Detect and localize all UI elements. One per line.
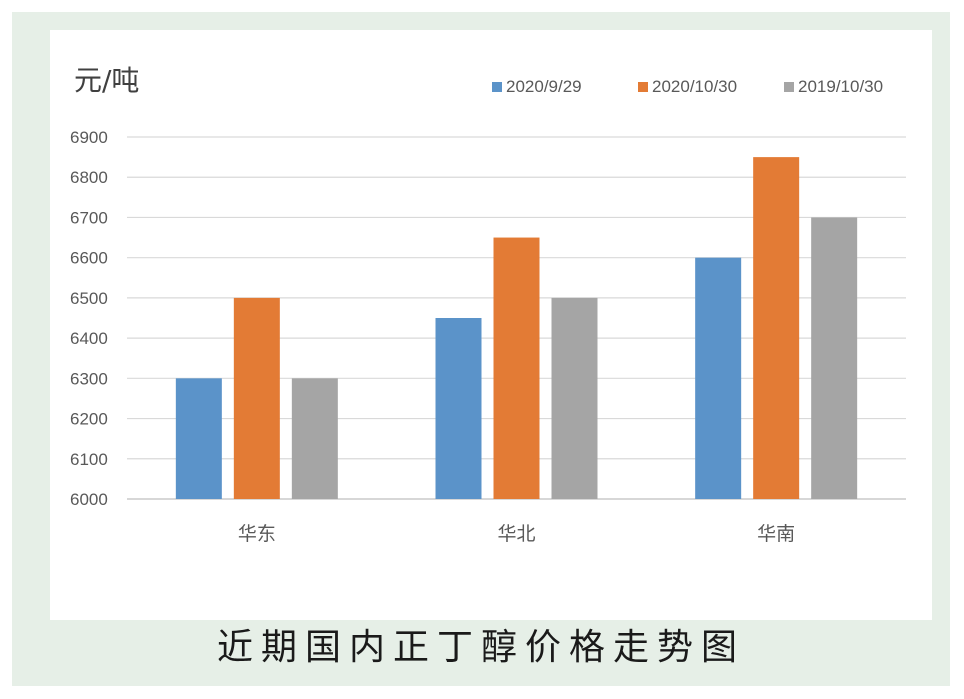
x-category-label: 华南 — [757, 523, 795, 545]
bar-华东-2019/10/30 — [291, 378, 338, 499]
bar-华北-2020/10/30 — [493, 237, 540, 500]
legend-swatch-2 — [784, 82, 794, 92]
y-tick-label: 6600 — [70, 249, 108, 268]
bar-华东-2020/9/29 — [175, 378, 222, 499]
x-category-label: 华东 — [238, 523, 276, 545]
figure-caption: 近期国内正丁醇价格走势图 — [216, 627, 745, 668]
y-tick-label: 6900 — [70, 128, 108, 147]
y-tick-label: 6200 — [70, 410, 108, 429]
y-axis-unit-label: 元/吨 — [74, 64, 139, 97]
y-tick-label: 6400 — [70, 329, 108, 348]
x-category-label: 华北 — [497, 523, 535, 545]
legend-swatch-0 — [492, 82, 502, 92]
bar-华南-2019/10/30 — [811, 217, 858, 499]
y-tick-label: 6800 — [70, 168, 108, 187]
legend-label-0: 2020/9/29 — [506, 77, 582, 96]
bar-华北-2020/9/29 — [435, 318, 482, 499]
legend-label-2: 2019/10/30 — [798, 77, 883, 96]
y-tick-label: 6500 — [70, 289, 108, 308]
y-tick-label: 6300 — [70, 369, 108, 388]
legend-swatch-1 — [638, 82, 648, 92]
bar-华南-2020/9/29 — [695, 257, 742, 499]
y-tick-label: 6100 — [70, 450, 108, 469]
legend-label-1: 2020/10/30 — [652, 77, 737, 96]
bar-华东-2020/10/30 — [233, 297, 280, 499]
chart-panel: 6000 6100 6200 6300 6400 6500 6600 6700 6800 6900… — [50, 30, 932, 620]
figure-frame: 6000 6100 6200 6300 6400 6500 6600 6700 6800 6900… — [12, 12, 950, 686]
y-tick-label: 6700 — [70, 208, 108, 227]
bar-华北-2019/10/30 — [551, 297, 598, 499]
bar-chart: 6000 6100 6200 6300 6400 6500 6600 6700 6800 6900… — [70, 64, 906, 545]
bar-华南-2020/10/30 — [753, 157, 800, 499]
y-tick-label: 6000 — [70, 490, 108, 509]
